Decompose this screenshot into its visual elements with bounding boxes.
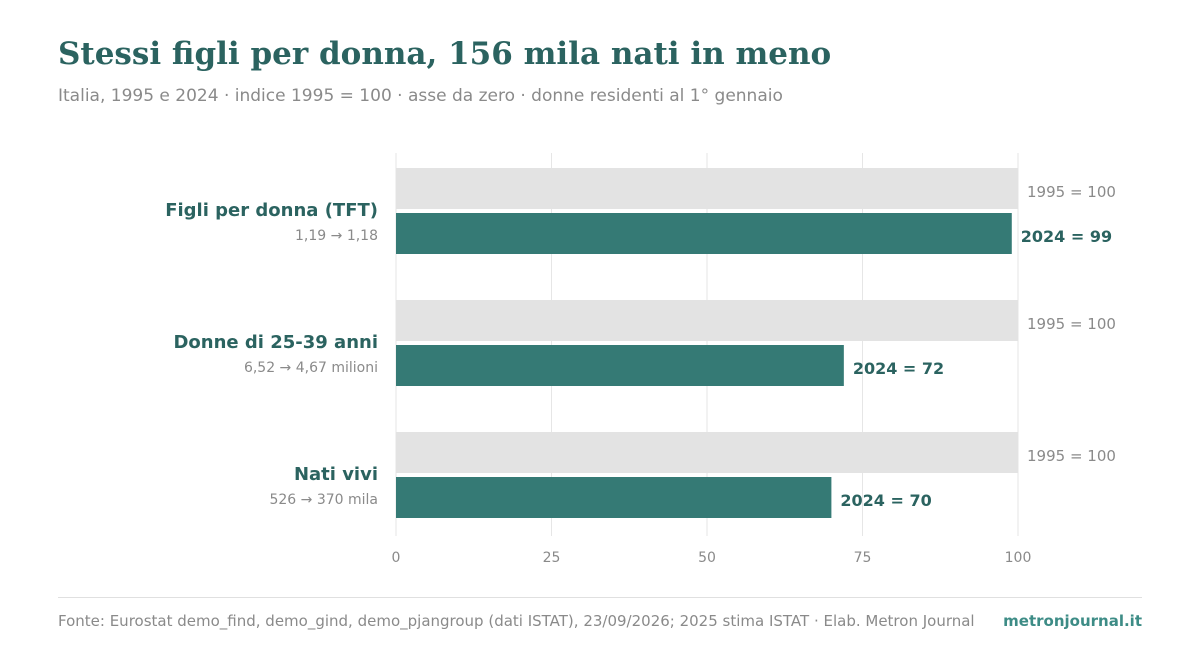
value-bar <box>396 213 1012 254</box>
chart-subtitle: Italia, 1995 e 2024 · indice 1995 = 100 … <box>58 86 783 106</box>
x-tick-label: 0 <box>392 550 401 566</box>
value-label: 2024 = 99 <box>1021 227 1112 246</box>
value-bar <box>396 345 844 386</box>
x-tick-label: 100 <box>1005 550 1032 566</box>
baseline-label: 1995 = 100 <box>1027 447 1116 465</box>
baseline-label: 1995 = 100 <box>1027 183 1116 201</box>
category-sublabel: 1,19 → 1,18 <box>295 228 378 244</box>
value-label: 2024 = 72 <box>853 359 944 378</box>
x-tick-label: 50 <box>698 550 716 566</box>
x-tick-label: 75 <box>854 550 872 566</box>
source-note: Fonte: Eurostat demo_find, demo_gind, de… <box>58 612 975 630</box>
baseline-bar <box>396 300 1018 341</box>
category-label: Figli per donna (TFT) <box>165 200 378 221</box>
baseline-bar <box>396 168 1018 209</box>
chart-title: Stessi figli per donna, 156 mila nati in… <box>58 36 832 72</box>
value-label: 2024 = 70 <box>840 491 931 510</box>
brand-link[interactable]: metronjournal.it <box>1003 612 1142 630</box>
value-bar <box>396 477 832 518</box>
category-label: Nati vivi <box>294 464 378 485</box>
x-tick-label: 25 <box>543 550 561 566</box>
category-sublabel: 6,52 → 4,67 milioni <box>244 360 378 376</box>
baseline-bar <box>396 432 1018 473</box>
baseline-label: 1995 = 100 <box>1027 315 1116 333</box>
category-sublabel: 526 → 370 mila <box>269 492 378 508</box>
category-label: Donne di 25-39 anni <box>173 332 378 353</box>
footer-divider <box>58 597 1142 598</box>
